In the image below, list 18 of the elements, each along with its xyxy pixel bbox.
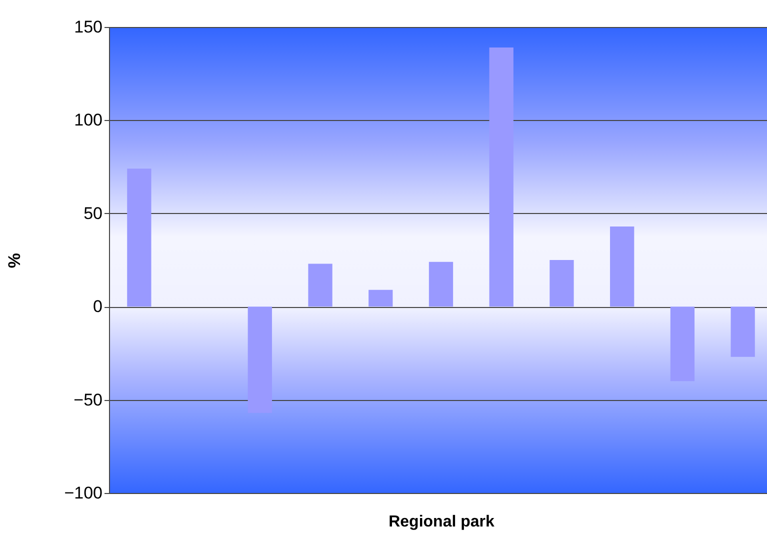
y-tick-label: 100 [74, 110, 102, 130]
bar [248, 306, 272, 413]
y-tick-label: 50 [84, 204, 102, 223]
bar [368, 290, 393, 307]
bar [308, 264, 332, 307]
bar [550, 260, 574, 307]
bar [670, 306, 695, 382]
y-tick-label: −100 [64, 484, 102, 502]
bar [127, 168, 152, 307]
bar [428, 262, 454, 307]
y-tick-label: 150 [74, 18, 102, 36]
bar [489, 48, 514, 307]
bar [730, 306, 755, 357]
y-tick-label: 0 [93, 297, 102, 316]
bar [610, 226, 634, 307]
x-axis-title: Regional park [388, 514, 494, 530]
y-tick-label: −50 [74, 390, 102, 410]
y-axis-title: % [5, 252, 24, 268]
